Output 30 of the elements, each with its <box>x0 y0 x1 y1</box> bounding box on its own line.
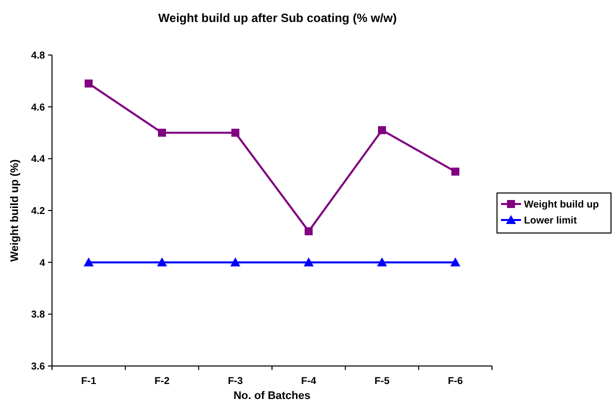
y-tick-label: 4.6 <box>31 102 46 114</box>
legend-label: Weight build up <box>524 200 599 210</box>
x-tick-label: F-2 <box>154 376 170 387</box>
point <box>451 168 460 176</box>
y-tick-label: 3.6 <box>31 362 46 372</box>
x-axis-title: No. of Batches <box>233 390 311 402</box>
x-tick-label: F-3 <box>228 376 244 387</box>
point <box>84 80 93 88</box>
y-tick-label: 3.8 <box>31 310 46 321</box>
point <box>231 128 240 137</box>
x-tick-label: F-5 <box>374 376 390 387</box>
y-tick-label: 4.2 <box>31 206 46 217</box>
point <box>304 227 313 236</box>
x-tick-label: F-6 <box>448 376 464 387</box>
x-tick-label: F-4 <box>301 376 317 387</box>
point <box>84 257 94 266</box>
chart-title: Weight build up after Sub coating (% w/w) <box>158 11 397 25</box>
point <box>304 257 314 266</box>
y-axis-title: Weight build up (%) <box>9 158 21 262</box>
x-tick-label: F-1 <box>81 376 97 387</box>
y-tick-label: 4.8 <box>31 50 46 62</box>
point <box>158 128 166 137</box>
y-tick-label: 4 <box>39 258 46 269</box>
legend-label: Lower limit <box>524 216 578 226</box>
point <box>377 257 387 266</box>
point <box>157 257 167 266</box>
point <box>378 126 386 134</box>
y-tick-label: 4.4 <box>31 154 46 166</box>
point <box>230 257 240 266</box>
point <box>450 257 460 266</box>
